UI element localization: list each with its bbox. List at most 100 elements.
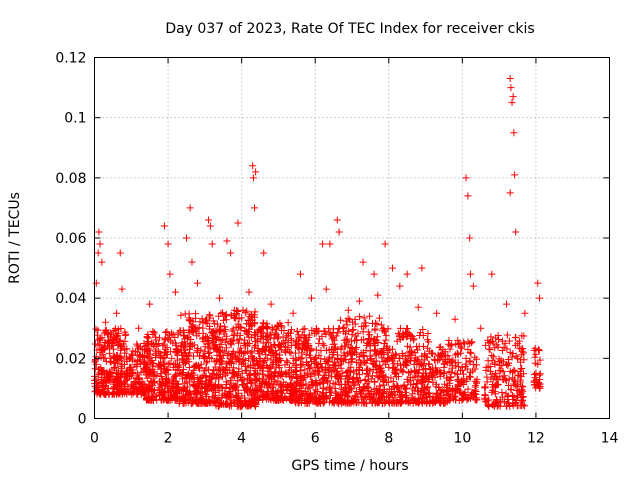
data-point <box>379 389 387 397</box>
data-point <box>506 189 514 197</box>
data-point <box>213 320 221 328</box>
data-point <box>143 347 151 355</box>
data-point <box>349 326 357 334</box>
data-point <box>342 336 350 344</box>
data-point <box>411 366 419 374</box>
data-point <box>163 328 171 336</box>
data-point <box>401 328 409 336</box>
data-point <box>356 377 364 385</box>
data-point <box>434 351 442 359</box>
data-point <box>94 378 102 386</box>
data-point <box>422 391 430 399</box>
data-point <box>466 372 474 380</box>
data-point <box>451 369 459 377</box>
data-point <box>277 387 285 395</box>
data-point <box>110 390 118 398</box>
data-point <box>159 389 167 397</box>
data-point <box>254 345 262 353</box>
x-tick-label: 14 <box>601 431 619 447</box>
data-point <box>246 363 254 371</box>
data-point <box>481 383 489 391</box>
data-point <box>224 390 232 398</box>
data-point <box>512 333 520 341</box>
data-point <box>385 385 393 393</box>
data-point <box>458 396 466 404</box>
data-point <box>238 357 246 365</box>
data-point <box>297 361 305 369</box>
data-point <box>447 357 455 365</box>
data-point <box>249 354 257 362</box>
data-point <box>355 297 363 305</box>
data-point <box>315 394 323 402</box>
data-point <box>493 341 501 349</box>
data-point <box>215 399 223 407</box>
data-point <box>180 384 188 392</box>
data-point <box>228 360 236 368</box>
data-point <box>424 383 432 391</box>
data-point <box>393 388 401 396</box>
data-point <box>328 335 336 343</box>
data-point <box>245 288 253 296</box>
data-point <box>263 384 271 392</box>
data-point <box>398 392 406 400</box>
data-point <box>182 234 190 242</box>
data-point <box>409 336 417 344</box>
data-point <box>327 388 335 396</box>
data-point <box>381 328 389 336</box>
data-point <box>265 372 273 380</box>
data-point <box>388 264 396 272</box>
data-point <box>240 376 248 384</box>
data-point <box>326 392 334 400</box>
data-point <box>326 363 334 371</box>
data-point <box>293 328 301 336</box>
data-point <box>122 330 130 338</box>
data-point <box>418 264 426 272</box>
data-point <box>113 351 121 359</box>
data-point <box>315 335 323 343</box>
data-point <box>407 380 415 388</box>
data-point <box>297 392 305 400</box>
data-point <box>160 340 168 348</box>
data-point <box>252 356 260 364</box>
data-point <box>116 249 124 257</box>
data-point <box>190 366 198 374</box>
data-point <box>473 375 481 383</box>
data-point <box>237 344 245 352</box>
data-point <box>405 368 413 376</box>
data-point <box>264 388 272 396</box>
data-point <box>234 348 242 356</box>
data-point <box>285 363 293 371</box>
data-point <box>101 345 109 353</box>
data-point <box>370 346 378 354</box>
data-point <box>388 345 396 353</box>
data-point <box>222 385 230 393</box>
data-point <box>109 345 117 353</box>
data-point <box>384 378 392 386</box>
data-point <box>429 378 437 386</box>
data-point <box>130 377 138 385</box>
data-point <box>433 309 441 317</box>
data-point <box>510 129 518 137</box>
data-point <box>344 314 352 322</box>
data-point <box>271 354 279 362</box>
data-point <box>176 369 184 377</box>
data-point <box>391 368 399 376</box>
data-point <box>282 348 290 356</box>
data-point <box>334 329 342 337</box>
data-point <box>460 338 468 346</box>
data-point <box>503 300 510 308</box>
data-point <box>331 384 339 392</box>
data-point <box>230 331 238 339</box>
data-point <box>252 375 260 383</box>
data-point <box>493 396 501 404</box>
data-point <box>271 369 279 377</box>
data-point <box>343 372 351 380</box>
data-point <box>221 312 229 320</box>
data-point <box>300 345 308 353</box>
data-point <box>451 315 459 323</box>
data-point <box>512 399 520 407</box>
data-point <box>269 358 277 366</box>
data-point <box>400 333 408 341</box>
data-point <box>259 370 267 378</box>
